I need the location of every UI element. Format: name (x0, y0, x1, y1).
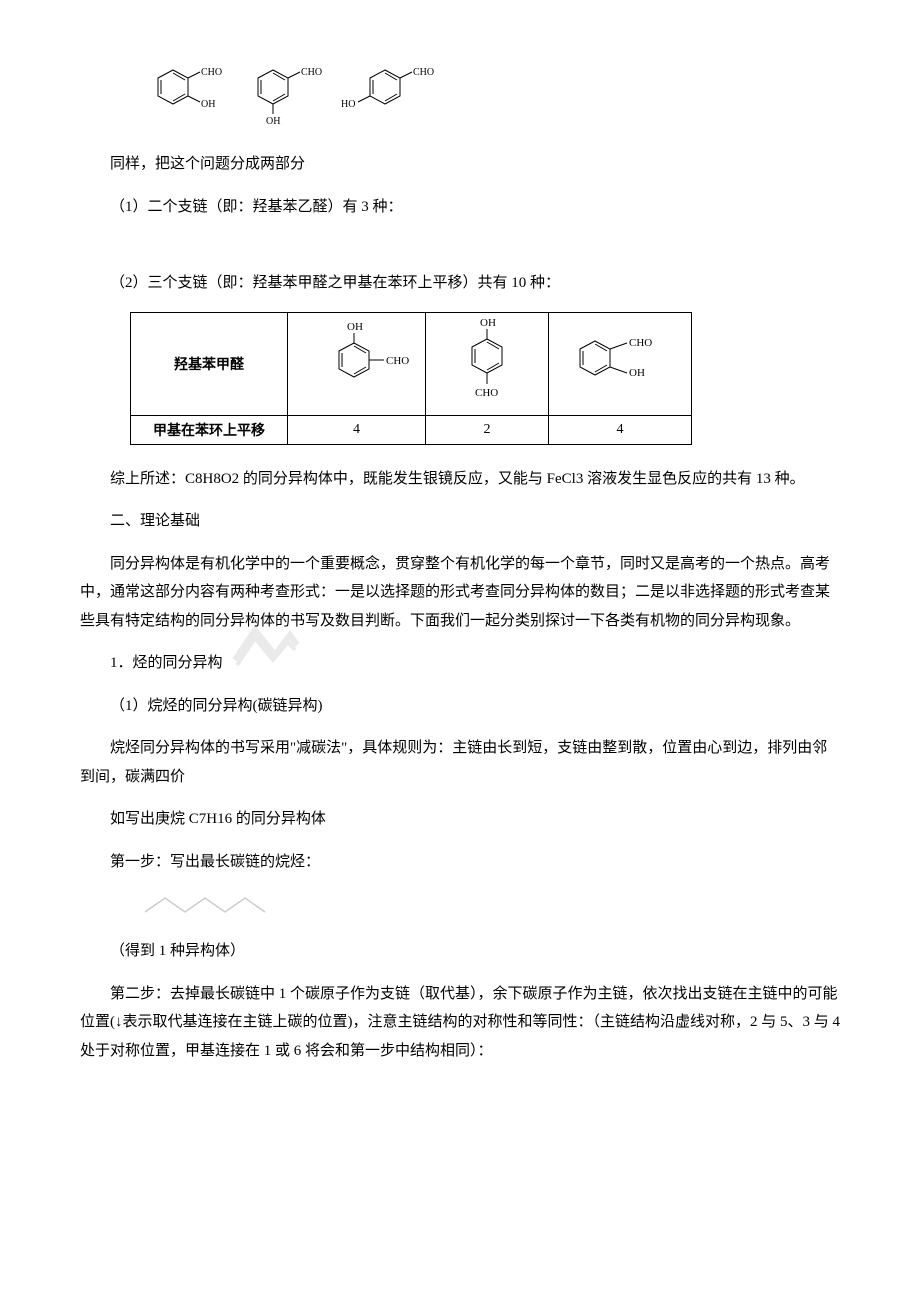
label-cho: CHO (629, 337, 652, 349)
table-cell-mol-2: OH CHO (426, 312, 549, 415)
table-row-header-2: 甲基在苯环上平移 (131, 415, 288, 444)
para-heptane: 如写出庚烷 C7H16 的同分异构体 (80, 805, 840, 834)
label-cho: CHO (475, 387, 498, 399)
label-oh: OH (480, 317, 496, 329)
table-value-1: 4 (288, 415, 426, 444)
label-oh: OH (266, 116, 280, 127)
heptane-zigzag (140, 890, 840, 925)
table-row-header-1: 羟基苯甲醛 (131, 312, 288, 415)
para-step2: 第二步：去掉最长碳链中 1 个碳原子作为支链（取代基），余下碳原子作为主链，依次… (80, 980, 840, 1066)
para-same: 同样，把这个问题分成两部分 (80, 150, 840, 179)
label-oh: OH (201, 99, 215, 110)
para-step1-result: （得到 1 种异构体） (80, 937, 840, 966)
label-oh: OH (629, 367, 645, 379)
label-cho: CHO (301, 67, 322, 78)
label-cho: CHO (413, 67, 434, 78)
para-conclusion: 综上所述：C8H8O2 的同分异构体中，既能发生银镜反应，又能与 FeCl3 溶… (80, 465, 840, 494)
para-alkane-rule: 烷烃同分异构体的书写采用"减碳法"，具体规则为：主链由长到短，支链由整到散，位置… (80, 734, 840, 791)
heading-theory: 二、理论基础 (80, 507, 840, 536)
molecule-1: CHO OH (140, 60, 230, 120)
para-sub1: （1）二个支链（即：羟基苯乙醛）有 3 种： (80, 193, 840, 222)
table-cell-mol-3: CHO OH (549, 312, 692, 415)
para-step1: 第一步：写出最长碳链的烷烃： (80, 848, 840, 877)
table-value-2: 2 (426, 415, 549, 444)
isomer-table: 羟基苯甲醛 OH CHO OH (130, 312, 692, 445)
molecule-2: CHO OH (240, 60, 330, 130)
label-cho: CHO (201, 67, 222, 78)
para-sub2: （2）三个支链（即：羟基苯甲醛之甲基在苯环上平移）共有 10 种： (80, 269, 840, 298)
label-ho: HO (341, 99, 355, 110)
label-oh: OH (347, 321, 363, 333)
table-cell-mol-1: OH CHO (288, 312, 426, 415)
table-value-3: 4 (549, 415, 692, 444)
heading-hydrocarbon: 1．烃的同分异构 (80, 649, 840, 678)
blank-line (80, 235, 840, 255)
para-theory-intro: 同分异构体是有机化学中的一个重要概念，贯穿整个有机化学的每一个章节，同时又是高考… (80, 550, 840, 636)
label-cho: CHO (386, 355, 409, 367)
molecule-3: CHO HO (340, 60, 440, 120)
molecule-row-top: CHO OH CHO OH CHO HO (140, 60, 840, 130)
para-alkane-sub: （1）烷烃的同分异构(碳链异构) (80, 692, 840, 721)
